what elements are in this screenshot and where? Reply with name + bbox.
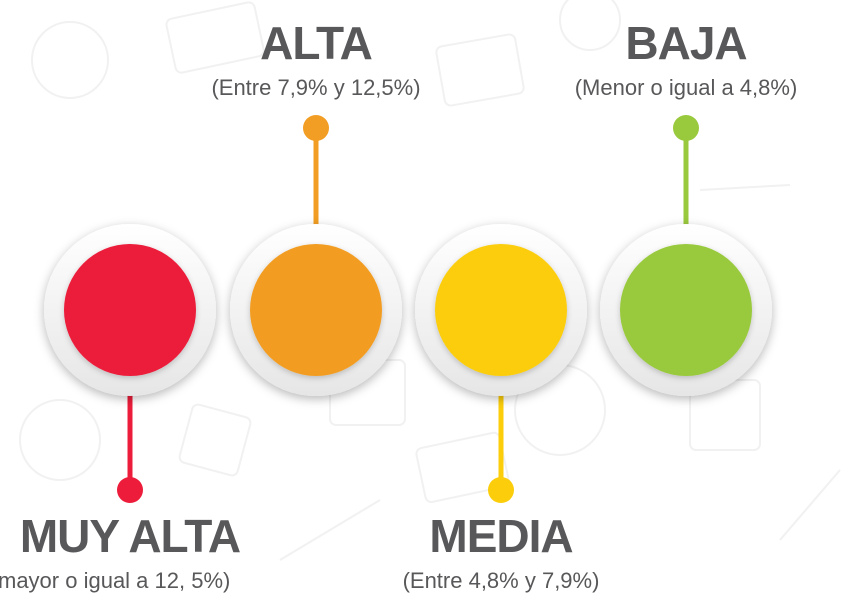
level-title: BAJA	[625, 17, 746, 69]
inner-disc	[620, 244, 752, 376]
stem-dot	[303, 115, 329, 141]
levels: MUY ALTA mayor o igual a 12, 5%) ALTA (Entr…	[0, 17, 797, 593]
stem-dot	[488, 477, 514, 503]
level-title: ALTA	[260, 17, 372, 69]
inner-disc	[64, 244, 196, 376]
level-title: MEDIA	[429, 510, 572, 562]
level-title: MUY ALTA	[20, 510, 240, 562]
stem-dot	[117, 477, 143, 503]
infographic: MUY ALTA mayor o igual a 12, 5%) ALTA (Entr…	[0, 0, 848, 605]
level-circle	[415, 224, 587, 396]
inner-disc	[435, 244, 567, 376]
level-circle	[600, 224, 772, 396]
stem-dot	[673, 115, 699, 141]
level-range: (Entre 7,9% y 12,5%)	[211, 75, 420, 100]
level-range: (Entre 4,8% y 7,9%)	[403, 568, 600, 593]
level-circle	[44, 224, 216, 396]
level-circle	[230, 224, 402, 396]
level-range: (Menor o igual a 4,8%)	[575, 75, 798, 100]
circles	[44, 224, 772, 396]
level-range: mayor o igual a 12, 5%)	[0, 568, 230, 593]
inner-disc	[250, 244, 382, 376]
